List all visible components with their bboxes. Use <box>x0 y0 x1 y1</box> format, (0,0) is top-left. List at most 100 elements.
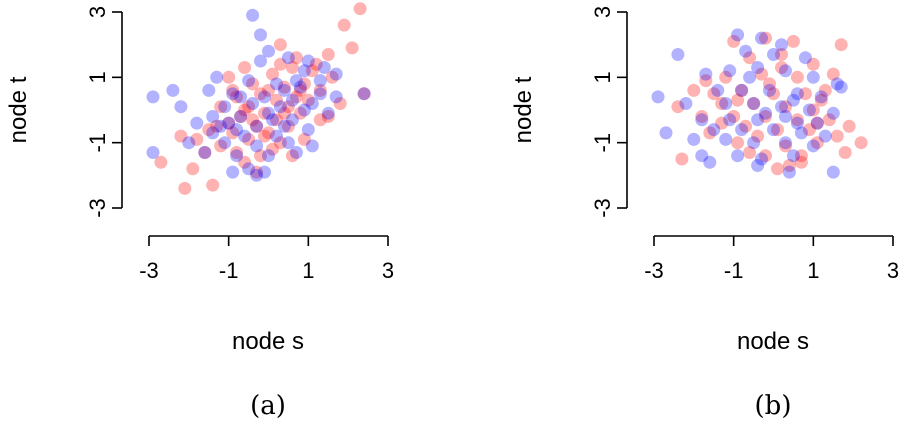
data-point-b-1-17 <box>814 90 828 104</box>
data-point-a-0-44 <box>206 178 220 192</box>
data-point-b-0-7 <box>826 67 840 81</box>
data-point-b-1-7 <box>699 67 713 81</box>
data-point-a-0-21 <box>281 100 295 114</box>
data-point-b-1-44 <box>786 149 800 163</box>
data-point-b-1-31 <box>707 123 721 137</box>
data-point-b-0-6 <box>806 57 820 71</box>
data-point-a-1-9 <box>270 77 283 91</box>
data-point-b-1-45 <box>703 155 717 169</box>
data-point-b-1-30 <box>659 126 673 140</box>
data-point-a-1-42 <box>146 146 160 159</box>
data-point-b-0-42 <box>771 162 784 176</box>
x-tick-label-a-3: 3 <box>382 258 394 283</box>
data-point-a-0-7 <box>325 70 339 84</box>
data-point-b-0-10 <box>790 70 804 84</box>
data-point-b-0-15 <box>798 87 812 101</box>
data-point-b-0-48 <box>743 146 757 159</box>
data-point-a-1-8 <box>242 74 256 88</box>
data-point-a-1-25 <box>206 110 220 123</box>
y-tick-label-a-2: 1 <box>85 71 110 83</box>
data-point-b-1-38 <box>747 136 761 150</box>
data-point-a-0-18 <box>270 93 283 107</box>
data-point-b-1-6 <box>798 51 812 65</box>
data-point-b-0-50 <box>699 74 713 88</box>
data-point-a-1-49 <box>258 165 271 179</box>
data-point-a-0-17 <box>230 90 244 104</box>
data-point-b-1-20 <box>719 97 733 110</box>
data-point-b-0-44 <box>794 155 808 169</box>
data-point-b-0-30 <box>802 123 816 137</box>
data-point-a-1-18 <box>285 93 299 107</box>
data-point-a-0-1 <box>337 18 351 32</box>
data-point-a-0-55 <box>357 87 371 101</box>
data-point-b-1-15 <box>763 83 776 97</box>
data-point-a-0-3 <box>321 48 335 61</box>
data-point-b-0-37 <box>810 136 824 150</box>
y-tick-label-b-1: -1 <box>590 133 615 153</box>
data-point-b-1-2 <box>775 38 788 52</box>
data-point-a-0-12 <box>246 77 260 91</box>
points-layer-a <box>146 2 371 195</box>
data-point-b-0-21 <box>806 103 820 117</box>
data-point-b-0-31 <box>703 126 717 140</box>
data-point-b-0-32 <box>751 129 765 143</box>
data-point-b-1-11 <box>806 70 820 84</box>
data-point-a-0-4 <box>273 38 287 52</box>
data-point-b-1-24 <box>826 106 840 120</box>
data-point-b-0-9 <box>755 67 768 81</box>
data-point-b-1-32 <box>735 123 749 137</box>
data-point-a-0-28 <box>250 119 264 133</box>
data-point-a-1-41 <box>305 139 319 153</box>
data-point-a-1-19 <box>305 97 319 110</box>
data-point-b-0-3 <box>834 38 848 52</box>
data-point-a-1-7 <box>210 70 224 84</box>
data-point-b-0-26 <box>822 113 836 127</box>
data-point-b-1-43 <box>755 152 768 166</box>
data-point-a-1-50 <box>250 168 264 182</box>
data-point-b-1-10 <box>779 64 792 78</box>
data-point-a-0-34 <box>273 136 287 150</box>
data-point-a-1-32 <box>277 119 291 133</box>
data-point-a-1-30 <box>222 116 236 130</box>
data-point-b-0-41 <box>838 146 852 159</box>
data-point-b-1-0 <box>731 28 745 42</box>
data-point-a-1-16 <box>226 87 240 101</box>
data-point-b-1-47 <box>782 165 796 179</box>
data-point-a-0-14 <box>313 83 327 97</box>
data-point-a-1-22 <box>246 97 260 110</box>
data-point-a-0-52 <box>246 113 260 127</box>
data-point-a-1-6 <box>329 67 343 81</box>
data-point-a-0-11 <box>222 70 236 84</box>
data-point-a-1-10 <box>293 80 307 94</box>
data-point-a-0-19 <box>301 93 315 107</box>
data-point-b-1-46 <box>751 159 765 172</box>
data-point-b-1-27 <box>751 113 765 127</box>
data-point-a-0-46 <box>285 149 299 163</box>
data-point-a-0-6 <box>305 64 319 78</box>
data-point-b-1-3 <box>671 48 685 61</box>
data-point-a-0-13 <box>277 80 291 94</box>
data-point-a-1-37 <box>182 136 196 150</box>
data-point-a-0-57 <box>226 83 240 97</box>
data-point-a-0-63 <box>190 132 204 146</box>
data-point-a-0-45 <box>250 165 264 179</box>
data-point-a-0-51 <box>333 97 347 110</box>
data-point-a-0-38 <box>198 146 212 159</box>
data-point-b-0-25 <box>790 113 804 127</box>
data-point-b-0-2 <box>786 34 800 48</box>
data-point-a-0-5 <box>285 61 299 74</box>
data-point-a-1-26 <box>234 110 248 123</box>
data-point-a-0-61 <box>238 103 252 117</box>
data-point-a-1-5 <box>317 61 331 74</box>
ticks-a: -3 -1 1 3 -3 -1 1 3 <box>85 6 394 283</box>
data-point-b-0-0 <box>727 34 741 48</box>
data-point-a-1-2 <box>262 44 275 58</box>
data-point-b-1-49 <box>786 93 800 107</box>
data-point-a-0-33 <box>242 132 256 146</box>
data-point-b-1-14 <box>735 83 749 97</box>
data-point-a-1-40 <box>281 136 295 150</box>
data-point-b-0-1 <box>759 31 772 45</box>
data-point-b-1-42 <box>731 149 745 163</box>
data-point-b-0-5 <box>775 48 788 61</box>
